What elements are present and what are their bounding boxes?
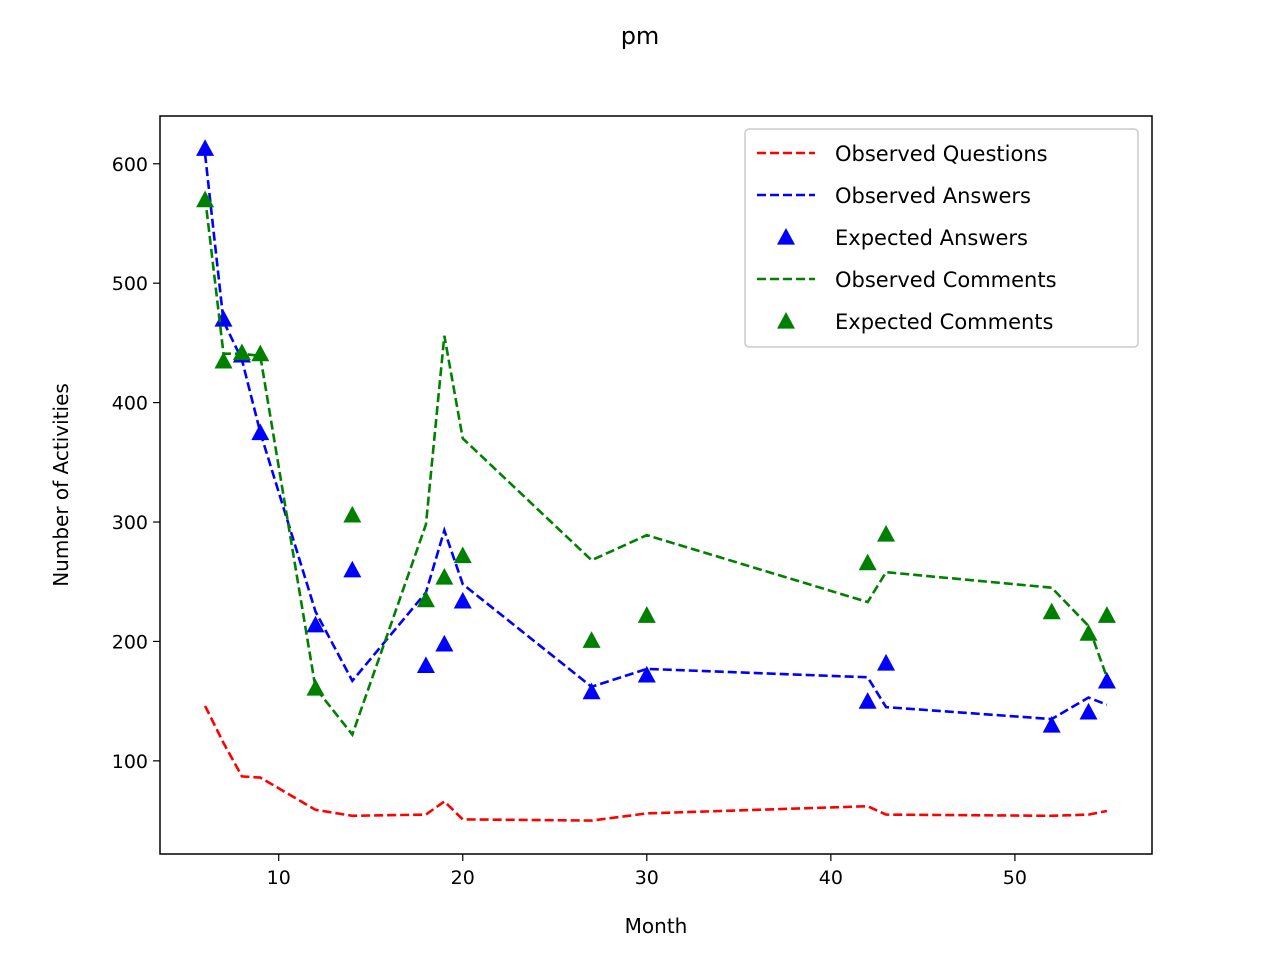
observed-comments-line (203, 197, 1109, 738)
legend-expected-comments-swatch (777, 312, 795, 329)
y-tick-label: 600 (112, 154, 148, 176)
expected-comments-point (214, 351, 233, 369)
legend-expected-answers-label: Expected Answers (835, 226, 1028, 250)
expected-answers-point (306, 615, 325, 633)
x-axis-label: Month (625, 914, 688, 938)
y-tick-label: 300 (112, 512, 148, 534)
expected-answers-point (1097, 671, 1116, 689)
expected-answers-point (1079, 702, 1098, 720)
expected-answers-point (1042, 716, 1061, 733)
expected-comments-point (306, 679, 325, 696)
expected-answers-point (877, 653, 896, 671)
x-tick-label: 40 (819, 867, 843, 889)
x-tick-label: 30 (635, 867, 659, 889)
legend-observed-comments-label: Observed Comments (835, 268, 1057, 292)
expected-comments-point (858, 553, 877, 571)
expected-answers-point (416, 656, 435, 673)
expected-comments-point (196, 190, 215, 208)
y-axis-label: Number of Activities (49, 383, 73, 587)
expected-comments-point (416, 590, 435, 608)
expected-comments-point (582, 631, 601, 648)
x-tick-label: 50 (1003, 867, 1027, 889)
observed-questions-line (203, 705, 1108, 822)
legend-expected-comments-label: Expected Comments (835, 310, 1053, 334)
y-tick-label: 200 (112, 631, 148, 653)
legend-expected-answers-swatch (777, 228, 795, 245)
expected-comments-point (343, 505, 362, 523)
legend-box (744, 128, 1139, 348)
y-tick-label: 400 (112, 393, 148, 415)
expected-comments-point (1042, 602, 1061, 620)
x-tick-label: 10 (267, 867, 291, 889)
legend: Observed Questions Observed Answers Expect… (744, 128, 1139, 348)
expected-answers-point (214, 310, 233, 327)
y-axis-ticks: 100 200 300 400 500 600 (112, 154, 160, 773)
expected-comments-point (1079, 624, 1098, 641)
expected-comments-point (435, 567, 454, 585)
expected-comments-point (453, 546, 472, 564)
expected-comments-point (232, 343, 251, 361)
expected-answers-point (435, 634, 454, 652)
expected-comments-point (877, 524, 896, 542)
observed-answers-line (203, 154, 1108, 721)
chart-title: pm (621, 22, 660, 50)
y-tick-label: 500 (112, 273, 148, 295)
expected-comments-point (637, 606, 656, 623)
legend-observed-questions-label: Observed Questions (835, 142, 1048, 166)
expected-answers-point (251, 423, 270, 441)
expected-comments-point (1097, 606, 1116, 623)
expected-answers-point (858, 692, 877, 709)
plot-marks (196, 139, 1116, 822)
plot-frame (159, 115, 1153, 855)
legend-observed-answers-label: Observed Answers (835, 184, 1031, 208)
expected-answers-point (343, 560, 362, 578)
x-tick-label: 20 (451, 867, 475, 889)
y-tick-label: 100 (112, 751, 148, 773)
expected-answers-point (453, 591, 472, 609)
expected-answers-point (196, 139, 215, 156)
expected-answers-point (582, 682, 601, 700)
expected-comments-point (251, 344, 270, 362)
expected-answers-point (637, 665, 656, 683)
x-axis-ticks: 10 20 30 40 50 (267, 854, 1027, 889)
